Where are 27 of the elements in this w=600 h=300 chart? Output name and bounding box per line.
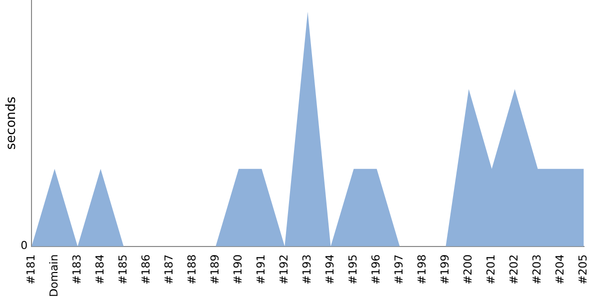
x-tick-label: #191 bbox=[254, 254, 268, 285]
x-tick-label: #195 bbox=[346, 254, 360, 285]
x-tick-label: #192 bbox=[278, 254, 291, 285]
x-tick-label: #184 bbox=[93, 254, 106, 285]
x-tick-label: #201 bbox=[484, 254, 498, 285]
text: 0 bbox=[20, 239, 28, 252]
x-tick-label: #188 bbox=[186, 254, 199, 285]
x-tick-label: #198 bbox=[416, 254, 429, 285]
x-tick-label: #181 bbox=[24, 254, 38, 285]
x-tick-label: #204 bbox=[554, 254, 567, 285]
x-tick-label: #185 bbox=[116, 254, 130, 285]
x-tick-label: #190 bbox=[232, 254, 245, 285]
x-tick-label: #187 bbox=[162, 254, 176, 285]
x-tick-label: #202 bbox=[508, 254, 521, 285]
x-tick-label: #193 bbox=[300, 254, 314, 285]
x-tick-label: #199 bbox=[438, 254, 452, 285]
x-tick-label: #196 bbox=[370, 254, 383, 285]
x-tick-label: #203 bbox=[530, 254, 544, 285]
x-tick-label: #200 bbox=[462, 254, 475, 285]
x-tick-label: #197 bbox=[392, 254, 406, 285]
y-axis-title: seconds bbox=[4, 96, 20, 150]
x-tick-label: #186 bbox=[140, 254, 152, 285]
x-tick-label: #189 bbox=[208, 254, 222, 285]
x-tick-label: Domain bbox=[47, 254, 60, 298]
x-tick-label: #183 bbox=[70, 254, 84, 285]
x-tick-label: #205 bbox=[576, 254, 590, 285]
x-tick-label: #194 bbox=[324, 254, 337, 285]
